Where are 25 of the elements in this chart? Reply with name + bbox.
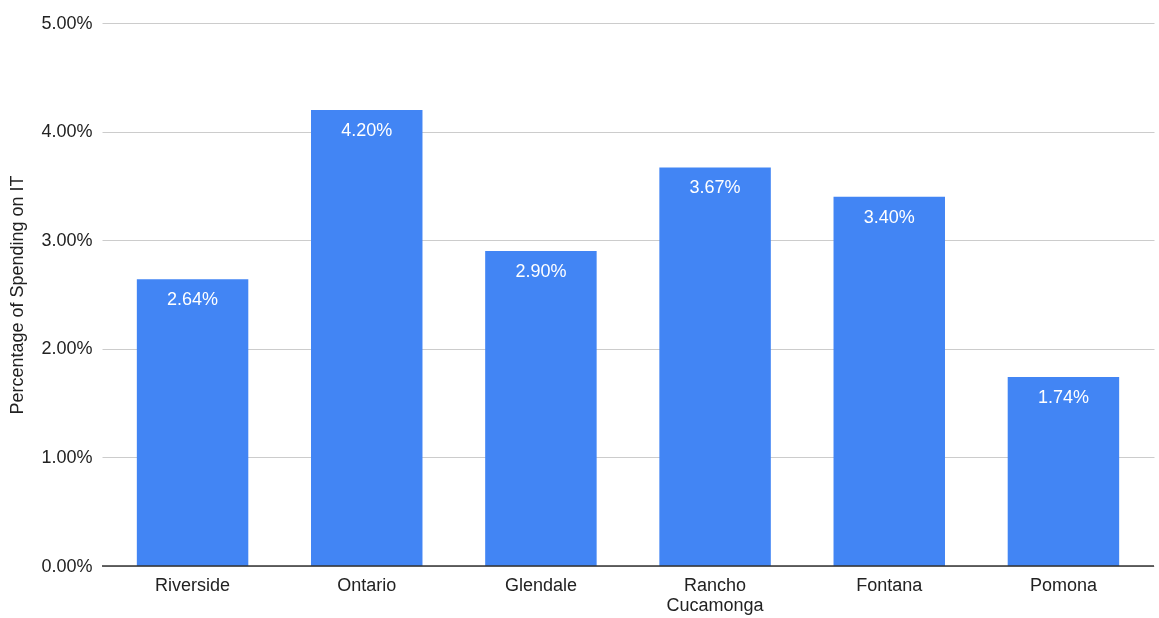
- y-tick-label: 3.00%: [41, 229, 93, 250]
- x-tick-label: Glendale: [504, 574, 577, 595]
- y-axis-title: Percentage of Spending on IT: [7, 175, 28, 415]
- data-label: 1.74%: [1037, 387, 1089, 408]
- bar: [1007, 377, 1120, 566]
- y-tick-label: 0.00%: [41, 555, 93, 576]
- bar: [659, 167, 771, 566]
- x-tick-label: Rancho Cucamonga: [666, 574, 765, 615]
- y-tick-label: 4.00%: [41, 121, 93, 142]
- data-label: 3.67%: [689, 177, 741, 198]
- data-label: 2.64%: [167, 289, 219, 310]
- x-tick-label: Riverside: [155, 574, 231, 595]
- bar: [136, 279, 249, 566]
- y-tick-label: 2.00%: [41, 338, 93, 359]
- x-tick-label: Ontario: [337, 574, 397, 595]
- x-tick-label: Pomona: [1029, 574, 1098, 595]
- y-tick-label: 1.00%: [41, 446, 93, 467]
- data-label: 3.40%: [863, 206, 915, 227]
- y-tick-label: 5.00%: [41, 12, 93, 33]
- bar: [311, 109, 423, 566]
- bar: [485, 251, 597, 566]
- data-label: 4.20%: [341, 119, 393, 140]
- bar: [833, 196, 945, 566]
- data-label: 2.90%: [515, 261, 567, 282]
- x-tick-label: Fontana: [856, 574, 924, 595]
